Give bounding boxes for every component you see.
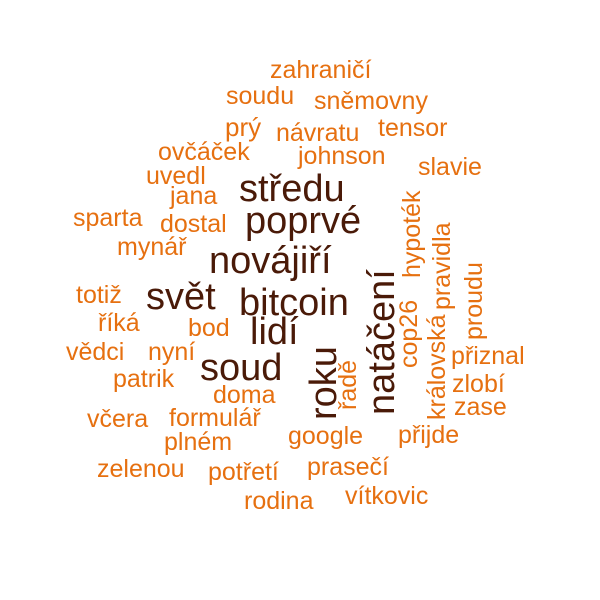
word-snemovny: sněmovny xyxy=(314,87,428,115)
word-rade: řadě xyxy=(334,359,362,410)
word-mynar: mynář xyxy=(117,233,187,261)
word-google: google xyxy=(288,422,364,450)
word-zase: zase xyxy=(454,393,507,421)
word-svet: svět xyxy=(146,276,216,318)
word-zelenou: zelenou xyxy=(97,455,185,483)
word-cop26: cop26 xyxy=(395,299,423,368)
word-nyni: nyní xyxy=(148,338,196,366)
word-pravidla: pravidla xyxy=(428,222,456,310)
word-priznal: přiznal xyxy=(451,342,525,370)
word-prijde: přijde xyxy=(398,421,460,449)
word-stredu: středu xyxy=(239,168,345,210)
word-novajiri: novájiří xyxy=(209,240,332,282)
word-pry: prý xyxy=(225,112,262,142)
word-hypotek: hypoték xyxy=(398,190,426,278)
word-rika: říká xyxy=(98,309,140,337)
word-bitcoin: bitcoin xyxy=(239,282,349,324)
word-dostal: dostal xyxy=(160,210,227,238)
word-doma: doma xyxy=(213,381,276,409)
word-sparta: sparta xyxy=(73,204,143,232)
word-praseci: prasečí xyxy=(307,453,389,481)
word-zlobi: zlobí xyxy=(452,370,505,398)
word-navratu: návratu xyxy=(276,119,360,147)
word-poprve: poprvé xyxy=(245,200,362,242)
word-proudu: proudu xyxy=(460,262,488,340)
word-kralovska: královská xyxy=(423,314,451,420)
word-johnson: johnson xyxy=(298,142,386,170)
word-rodina: rodina xyxy=(244,487,314,515)
word-slavie: slavie xyxy=(418,153,482,181)
word-patrik: patrik xyxy=(113,365,175,393)
word-plnem: plném xyxy=(164,428,233,456)
word-jana: jana xyxy=(170,182,218,210)
word-vitkovic: vítkovic xyxy=(345,482,429,510)
word-vcera: včera xyxy=(87,405,149,433)
word-lidi: lidí xyxy=(250,311,299,353)
word-tensor: tensor xyxy=(378,114,448,142)
word-soudu: soudu xyxy=(226,82,295,110)
word-totiz: totiž xyxy=(76,281,122,309)
word-uvedl: uvedl xyxy=(146,162,206,190)
word-vedci: vědci xyxy=(66,338,125,366)
word-zahranici: zahraničí xyxy=(270,56,372,84)
word-potreti: potřetí xyxy=(208,458,279,486)
word-soud: soud xyxy=(200,347,283,389)
word-ovcacek: ovčáček xyxy=(158,138,250,166)
word-formular: formulář xyxy=(169,404,261,432)
word-bod: bod xyxy=(188,314,230,342)
